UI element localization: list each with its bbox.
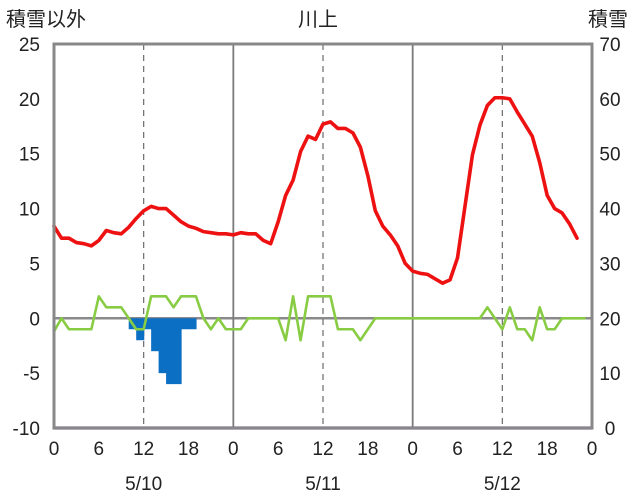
x-tick-label: 0	[228, 439, 239, 460]
x-tick-label: 0	[587, 439, 598, 460]
left-tick-label: -5	[23, 364, 40, 385]
left-tick-label: -10	[13, 419, 40, 440]
wind-line	[52, 295, 586, 342]
right-tick-label: 40	[599, 200, 620, 221]
date-label: 5/10	[125, 474, 162, 495]
precipitation-bar	[188, 318, 197, 330]
right-tick-label: 30	[599, 254, 620, 275]
date-labels: 5/10 5/11 5/12	[125, 474, 521, 495]
x-tick-label: 18	[357, 439, 378, 460]
x-tick-label: 6	[452, 439, 463, 460]
plot-border	[52, 42, 594, 430]
right-tick-label: 10	[599, 364, 620, 385]
right-tick-labels: 70 60 50 40 30 20 10 0	[599, 35, 620, 440]
precipitation-bar	[143, 318, 152, 330]
chart-title: 川上	[298, 8, 338, 31]
left-tick-label: 20	[19, 90, 40, 111]
x-tick-label: 0	[407, 439, 418, 460]
x-tick-labels: 0 6 12 18 0 6 12 18 0 6 12 18 0	[49, 439, 598, 460]
date-label: 5/11	[305, 474, 341, 495]
left-tick-label: 15	[19, 145, 40, 166]
precipitation-bar	[151, 318, 160, 352]
left-tick-label: 5	[29, 254, 40, 275]
precipitation-bar	[158, 318, 167, 374]
date-label: 5/12	[484, 474, 521, 495]
x-tick-label: 12	[492, 439, 513, 460]
x-tick-label: 0	[49, 439, 60, 460]
right-axis-label: 積雪	[588, 8, 628, 31]
right-tick-label: 60	[599, 90, 620, 111]
right-tick-label: 20	[599, 309, 620, 330]
precipitation-bar	[173, 318, 182, 385]
x-tick-label: 6	[94, 439, 105, 460]
right-tick-label: 0	[605, 419, 616, 440]
precipitation-bar	[181, 318, 190, 330]
left-tick-label: 10	[19, 200, 40, 221]
x-tick-label: 18	[537, 439, 558, 460]
x-tick-label: 6	[273, 439, 284, 460]
left-tick-label: 0	[29, 309, 40, 330]
x-tick-label: 18	[178, 439, 199, 460]
plot-frame	[52, 42, 594, 430]
left-axis-label: 積雪以外	[6, 8, 86, 31]
right-tick-label: 70	[599, 35, 620, 56]
left-tick-labels: 25 20 15 10 5 0 -5 -10	[13, 35, 40, 440]
temperature-line	[52, 95, 579, 285]
right-tick-label: 50	[599, 145, 620, 166]
x-tick-label: 12	[133, 439, 154, 460]
x-tick-label: 12	[312, 439, 333, 460]
precipitation-bar	[166, 318, 175, 385]
left-tick-label: 25	[19, 35, 40, 56]
